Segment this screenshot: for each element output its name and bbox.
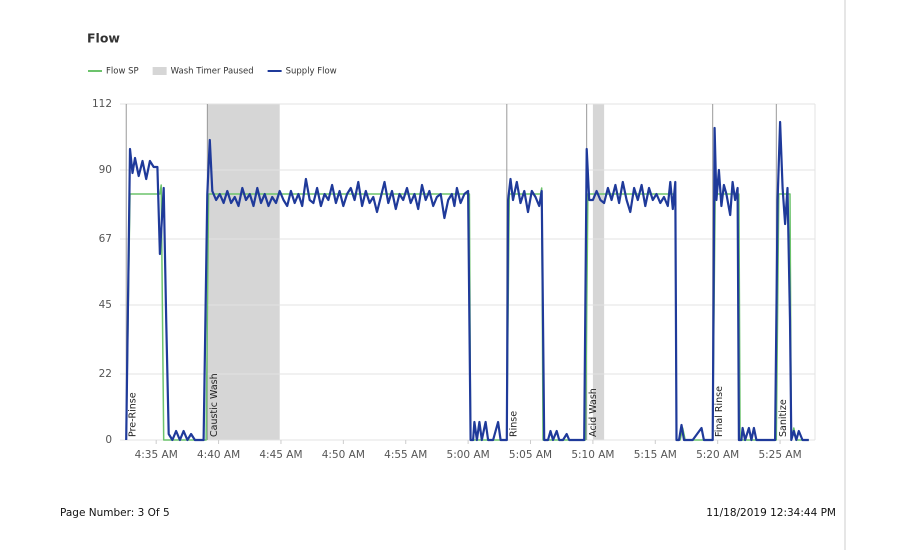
phase-label: Pre-Rinse — [128, 392, 139, 437]
legend-label: Flow SP — [106, 67, 139, 77]
x-tick-label: 5:25 AM — [758, 449, 801, 461]
phase-label: Rinse — [508, 411, 519, 437]
x-tick-label: 5:20 AM — [696, 449, 739, 461]
x-tick-label: 4:45 AM — [259, 449, 302, 461]
x-tick-label: 5:00 AM — [447, 449, 490, 461]
series-line — [125, 184, 809, 441]
series-line — [125, 120, 809, 442]
y-tick-label: 112 — [92, 98, 112, 110]
phase-label: Final Rinse — [714, 386, 725, 437]
legend-label: Wash Timer Paused — [171, 67, 254, 77]
y-tick-label: 67 — [99, 233, 112, 245]
y-tick-label: 22 — [99, 368, 112, 380]
paused-band — [592, 104, 605, 440]
legend-swatch — [152, 67, 167, 75]
phase-label: Acid Wash — [588, 388, 599, 437]
chart-title: Flow — [87, 31, 120, 46]
x-tick-label: 5:15 AM — [634, 449, 677, 461]
y-tick-label: 90 — [99, 164, 112, 176]
x-tick-label: 4:50 AM — [322, 449, 365, 461]
timestamp: 11/18/2019 12:34:44 PM — [706, 507, 836, 519]
plot: 0 22 45 67 90 112 4:35 AM 4:40 AM 4:45 AM 4:50 AM… — [92, 98, 816, 461]
x-tick-label: 4:35 AM — [135, 449, 178, 461]
phase-label: Caustic Wash — [209, 373, 220, 437]
page-number: Page Number: 3 Of 5 — [60, 507, 170, 519]
y-tick-label: 0 — [105, 434, 112, 446]
legend-label: Supply Flow — [286, 67, 337, 77]
x-tick-label: 5:05 AM — [509, 449, 552, 461]
x-tick-label: 5:10 AM — [571, 449, 614, 461]
x-tick-label: 4:55 AM — [384, 449, 427, 461]
phase-label: Sanitize — [778, 399, 789, 437]
x-tick-label: 4:40 AM — [197, 449, 240, 461]
paused-band — [207, 104, 280, 440]
y-tick-label: 45 — [99, 299, 112, 311]
